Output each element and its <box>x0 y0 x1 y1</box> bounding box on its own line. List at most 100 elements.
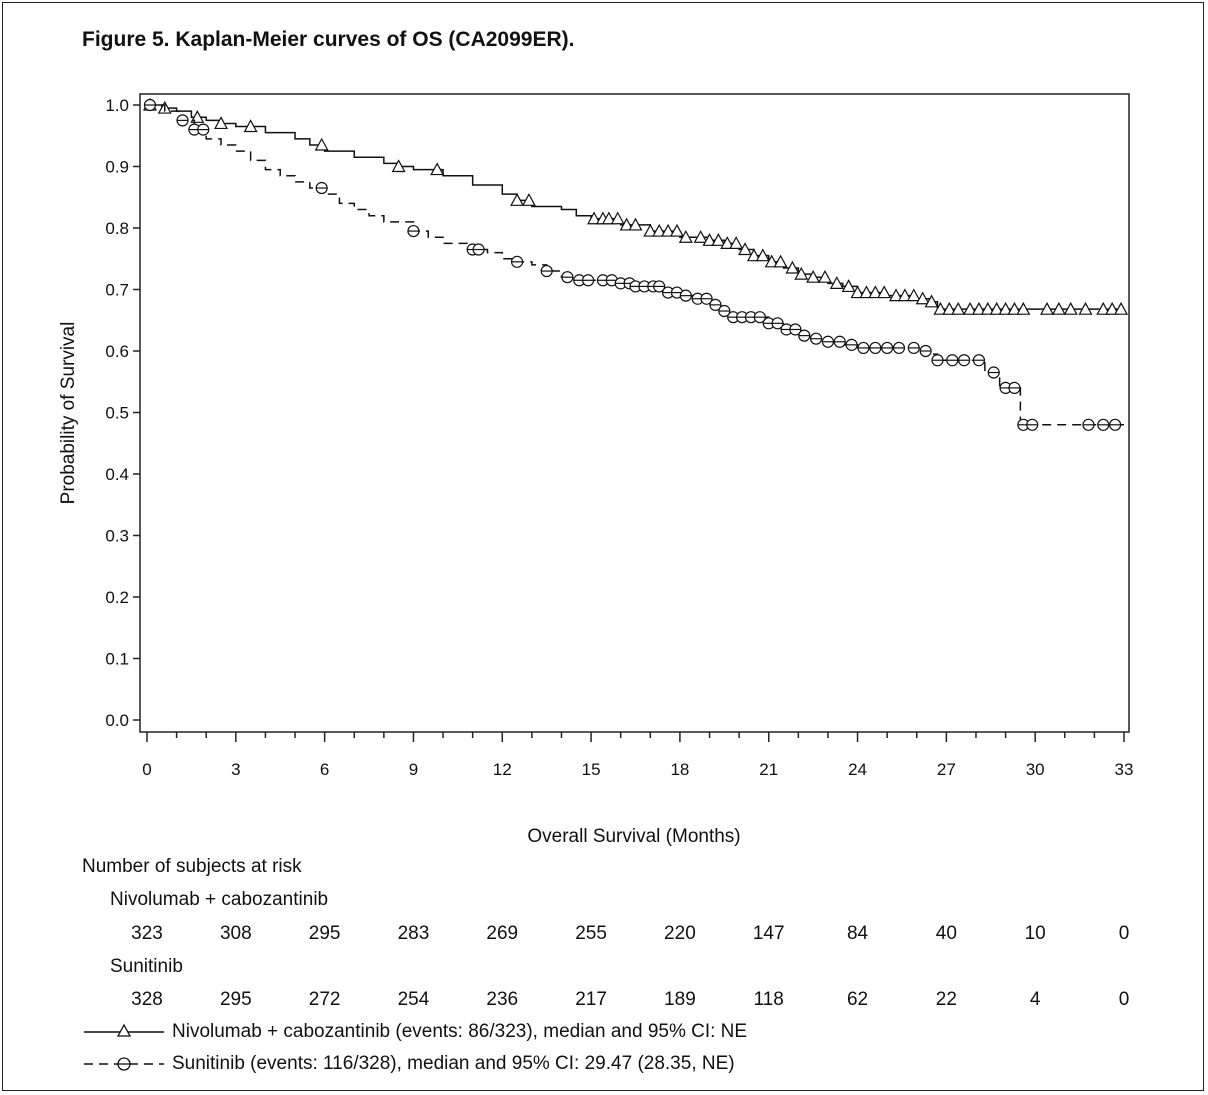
censor-mark-triangle <box>1051 301 1066 315</box>
legend-text-nivo: Nivolumab + cabozantinib (events: 86/323… <box>172 1021 748 1042</box>
legend-text-sunitinib: Sunitinib (events: 116/328), median and … <box>172 1053 735 1074</box>
censor-mark-triangle <box>915 291 930 305</box>
risk-count: 323 <box>131 923 163 944</box>
x-tick-label: 12 <box>493 760 512 779</box>
censor-mark-triangle <box>314 137 329 151</box>
censor-mark-triangle <box>678 229 693 243</box>
censor-mark-triangle <box>214 116 229 130</box>
censor-mark-triangle <box>764 254 779 268</box>
legend-swatch-triangle-icon <box>84 1023 164 1037</box>
censor-mark-circle <box>679 289 692 302</box>
censor-mark-triangle <box>652 223 667 237</box>
x-tick-label: 9 <box>409 760 418 779</box>
risk-count: 328 <box>131 989 163 1010</box>
censor-mark-circle <box>700 292 713 305</box>
censor-mark-triangle <box>720 236 735 249</box>
censor-mark-circle <box>753 311 766 324</box>
censor-mark-circle <box>561 271 574 284</box>
y-tick-label: 0.2 <box>105 588 129 607</box>
censor-mark-circle <box>958 354 971 367</box>
censor-mark-triangle <box>942 301 957 315</box>
x-tick-label: 30 <box>1026 760 1045 779</box>
censor-mark-circle <box>771 317 784 330</box>
risk-count: 147 <box>752 923 785 944</box>
y-tick-label: 1.0 <box>105 96 129 115</box>
censor-mark-circle <box>653 280 666 293</box>
x-tick-label: 21 <box>759 760 778 779</box>
censor-mark-triangle <box>933 301 948 315</box>
censor-mark-circle <box>931 354 944 367</box>
x-axis: 0 3 6 9 12 15 18 21 24 27 30 33 <box>142 732 1133 779</box>
censor-mark-triangle <box>746 248 761 262</box>
censor-mark-triangle <box>785 260 800 274</box>
censor-mark-triangle <box>877 285 892 299</box>
censor-mark-triangle <box>693 229 708 243</box>
curve-sunitinib <box>147 104 1124 426</box>
plot-area-border <box>139 93 1130 733</box>
censor-mark-triangle <box>521 193 536 206</box>
censor-mark-circle <box>892 341 906 355</box>
risk-count: 62 <box>846 989 869 1010</box>
risk-count: 283 <box>397 923 430 944</box>
x-tick-label: 33 <box>1115 760 1134 779</box>
risk-row-sunitinib: 328 295 272 254 236 217 189 118 62 22 4 0 <box>0 989 1208 1013</box>
risk-count: 254 <box>397 989 430 1010</box>
risk-count: 4 <box>1029 989 1041 1010</box>
legend-entry-sunitinib: Sunitinib (events: 116/328), median and … <box>82 1050 735 1078</box>
x-tick-label: 6 <box>320 760 329 779</box>
figure-title: Figure 5. Kaplan-Meier curves of OS (CA2… <box>82 28 575 51</box>
risk-count: 308 <box>219 923 252 944</box>
risk-count: 189 <box>664 989 696 1010</box>
censor-mark-triangle <box>702 233 717 246</box>
censor-mark-triangle <box>587 211 602 225</box>
censor-mark-circle <box>197 123 210 136</box>
censor-mark-triangle <box>601 211 616 225</box>
y-axis-label: Probability of Survival <box>58 322 79 505</box>
censor-mark-triangle <box>610 211 625 225</box>
censor-mark-triangle <box>669 223 684 237</box>
y-tick-label: 0.7 <box>105 281 129 300</box>
risk-count: 272 <box>308 989 341 1010</box>
y-tick-label: 0.0 <box>105 711 129 730</box>
risk-count: 40 <box>935 923 957 944</box>
censor-mark-triangle <box>755 248 770 262</box>
censor-mark-circle <box>1026 418 1039 431</box>
risk-count: 269 <box>486 923 519 944</box>
risk-count: 84 <box>846 923 869 944</box>
censor-mark-triangle <box>1063 301 1078 315</box>
censor-mark-triangle <box>794 266 809 280</box>
censor-mark-triangle <box>1016 301 1031 315</box>
censor-mark-circle <box>919 344 932 358</box>
x-tick-label: 15 <box>582 760 601 779</box>
censor-mark-triangle <box>711 233 726 246</box>
censor-mark-circle <box>1082 418 1095 431</box>
legend-entry-nivo: Nivolumab + cabozantinib (events: 86/323… <box>82 1018 747 1046</box>
censor-mark-triangle <box>643 223 658 237</box>
censor-mark-circle <box>176 114 189 127</box>
censor-mark-circle <box>1097 418 1110 431</box>
censor-mark-circle <box>709 298 722 311</box>
censor-mark-circle <box>540 264 553 278</box>
censor-mark-circle <box>718 304 731 318</box>
risk-count: 236 <box>486 989 519 1010</box>
censor-mark-triangle <box>980 301 995 315</box>
risk-count: 0 <box>1118 989 1130 1010</box>
censor-mark-triangle <box>989 301 1004 315</box>
risk-count: 255 <box>575 923 607 944</box>
censor-mark-triangle <box>998 301 1013 315</box>
censor-mark-circle <box>143 98 157 112</box>
censor-mark-circle <box>315 181 328 195</box>
censor-mark-circle <box>833 335 846 348</box>
censor-mark-triangle <box>1078 301 1093 315</box>
censor-mark-circle <box>845 338 858 351</box>
risk-table-header: Number of subjects at risk <box>82 856 302 877</box>
x-tick-label: 18 <box>670 760 689 779</box>
censor-mark-circle <box>472 243 485 256</box>
x-tick-label: 0 <box>142 760 151 779</box>
censor-mark-triangle <box>1096 301 1111 315</box>
censor-mark-triangle <box>1040 301 1055 315</box>
y-tick-label: 0.1 <box>105 650 129 669</box>
y-tick-label: 0.5 <box>105 404 129 423</box>
censor-mark-circle <box>907 341 920 355</box>
